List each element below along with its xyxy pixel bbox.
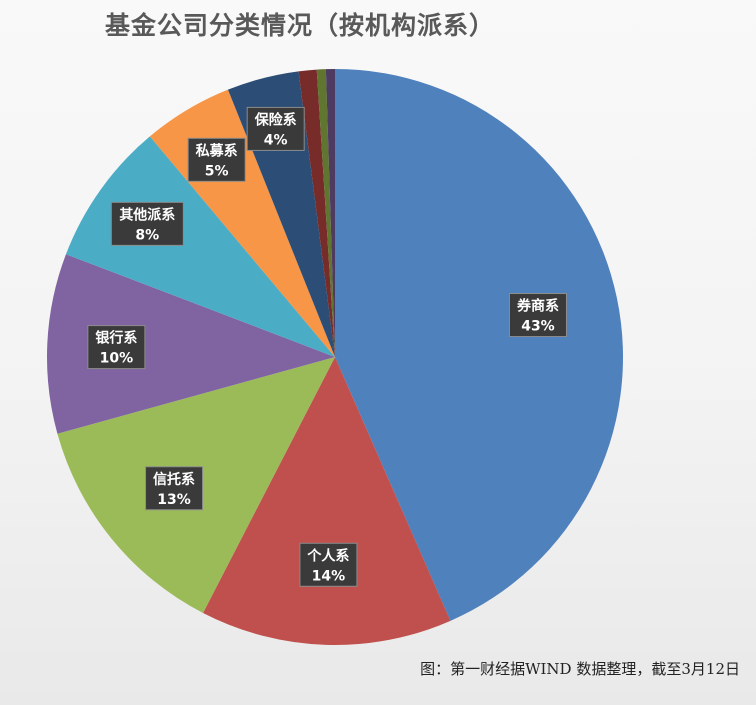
data-label: 保险系 4% — [246, 106, 305, 151]
chart-title: 基金公司分类情况（按机构派系） — [104, 11, 495, 40]
data-label-name: 保险系 — [254, 111, 297, 128]
data-label-value: 10% — [100, 351, 134, 367]
data-label-box — [87, 325, 146, 370]
data-label-name: 其他派系 — [119, 206, 175, 223]
data-label: 信托系 13% — [145, 466, 204, 511]
pie-labels: 券商系 43% 个人系 14% 信托系 13% 银行系 10% 其他派系 8% 私募系 5% 保险系 4% — [87, 106, 567, 587]
pie-slice — [325, 69, 335, 357]
data-label-box — [145, 466, 204, 511]
data-label-value: 13% — [157, 492, 191, 508]
data-label: 券商系 43% — [508, 293, 567, 338]
data-label-box — [246, 106, 305, 151]
data-label-box — [299, 542, 358, 587]
pie-slices — [47, 69, 624, 645]
pie-slice — [203, 357, 451, 645]
data-label: 银行系 10% — [87, 325, 146, 370]
pie-slice — [298, 69, 335, 357]
data-label-value: 4% — [264, 132, 288, 148]
data-label-box — [110, 201, 184, 246]
source-note: 图：第一财经据WIND 数据整理，截至3月12日 — [420, 660, 740, 678]
data-label-box — [187, 137, 246, 182]
data-label-box — [508, 293, 567, 338]
data-label-value: 43% — [521, 319, 555, 335]
data-label: 其他派系 8% — [110, 201, 184, 246]
data-label-name: 银行系 — [95, 330, 137, 347]
pie-slice — [65, 136, 335, 357]
pie-slice — [335, 69, 624, 621]
pie-slice — [316, 69, 335, 358]
pie-slice — [47, 254, 335, 434]
data-label-name: 信托系 — [153, 471, 195, 488]
data-label-value: 8% — [135, 227, 159, 243]
data-label-name: 个人系 — [306, 547, 349, 564]
data-label-name: 私募系 — [196, 142, 238, 159]
data-label: 私募系 5% — [187, 137, 246, 182]
data-label: 个人系 14% — [299, 542, 358, 587]
data-label-value: 5% — [205, 163, 229, 179]
data-label-name: 券商系 — [517, 298, 559, 315]
data-label-value: 14% — [312, 568, 346, 584]
